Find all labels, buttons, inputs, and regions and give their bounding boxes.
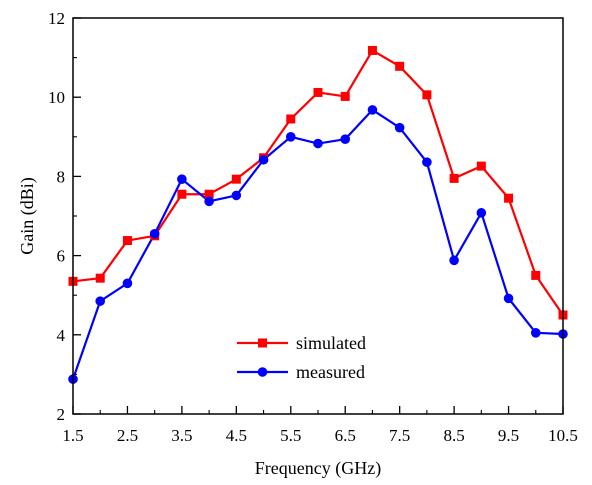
data-point-simulated [395,61,405,71]
y-tick-label: 4 [57,326,66,345]
x-axis-title: Frequency (GHz) [255,458,381,479]
x-tick-label: 2.5 [117,426,138,445]
data-point-measured [503,293,514,304]
x-tick-label: 1.5 [62,426,83,445]
legend: simulated measured [237,333,366,382]
data-point-measured [122,278,133,289]
axis-ticks [72,17,564,415]
data-point-measured [177,174,187,184]
legend-marker-measured [257,367,268,377]
data-point-measured [530,328,541,338]
data-point-simulated [531,270,541,280]
y-tick-labels: 2 4 6 8 10 12 [48,9,66,424]
data-point-measured [422,157,432,167]
y-axis-title: Gain (dBi) [17,177,38,254]
x-tick-label: 8.5 [443,426,464,445]
y-tick-label: 2 [57,405,66,424]
data-point-simulated [204,189,214,199]
data-point-measured [204,196,214,207]
x-tick-labels: 1.5 2.5 3.5 4.5 5.5 6.5 7.5 8.5 9.5 10.5 [62,426,578,445]
data-point-measured [149,229,160,239]
legend-marker-simulated [258,338,267,348]
data-point-measured [95,296,106,306]
data-point-simulated [367,45,377,55]
data-point-measured [476,208,487,218]
data-point-simulated [286,114,296,124]
plot-markers [68,45,568,384]
data-point-measured [340,134,351,144]
y-tick-label: 12 [48,9,65,28]
x-tick-label: 10.5 [548,426,578,445]
data-point-simulated [231,174,241,184]
y-tick-label: 6 [57,247,66,266]
x-tick-label: 4.5 [226,426,247,445]
y-tick-label: 8 [57,167,66,186]
data-point-simulated [313,87,323,97]
data-point-simulated [504,193,514,203]
data-point-measured [449,255,459,266]
plot-lines [71,49,564,380]
legend-label-measured: measured [296,362,365,382]
data-point-simulated [422,90,432,100]
data-point-measured [367,105,378,115]
plot-frame [72,17,564,415]
data-point-simulated [476,161,486,171]
data-point-simulated [177,189,187,199]
x-tick-label: 5.5 [280,426,301,445]
data-point-simulated [449,173,459,183]
data-point-simulated [122,236,132,246]
data-point-measured [258,154,269,165]
legend-label-simulated: simulated [296,333,366,353]
x-tick-label: 9.5 [498,426,519,445]
x-tick-label: 6.5 [335,426,356,445]
data-point-measured [394,122,405,133]
data-point-simulated [340,91,350,101]
data-point-measured [285,132,296,142]
x-tick-label: 7.5 [389,426,410,445]
data-point-measured [231,190,242,201]
data-point-measured [313,138,323,149]
data-point-simulated [95,273,105,283]
y-tick-label: 10 [48,88,65,107]
x-tick-label: 3.5 [171,426,192,445]
